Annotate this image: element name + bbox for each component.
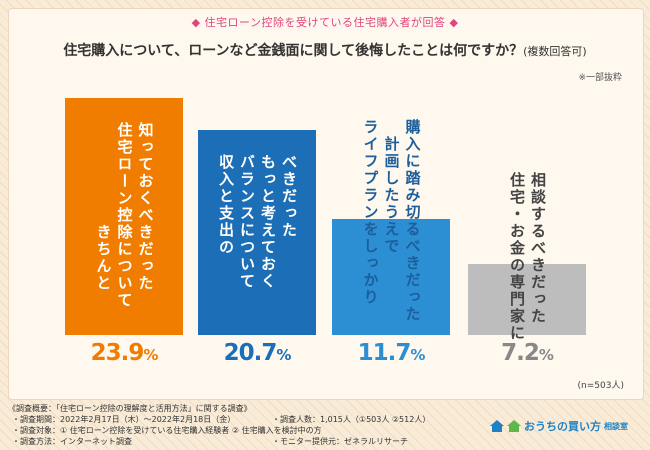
house-icon-green: [507, 420, 521, 432]
respondent-banner: ◆ 住宅ローン控除を受けている住宅購入者が回答 ◆: [191, 16, 459, 29]
question-title: 住宅購入について、ローンなど金銭面に関して後悔したことは何ですか？(複数回答可): [0, 40, 650, 60]
sample-size: (n=503人): [577, 381, 624, 391]
logo-name: おうちの買い方: [524, 420, 601, 433]
house-icon: [490, 420, 504, 432]
question-text: 住宅購入について、ローンなど金銭面に関して後悔したことは何ですか？: [63, 43, 524, 59]
survey-count: ・調査人数：1,015人（①503人 ②512人）: [272, 415, 431, 424]
bar-label-4: 相談するべきだった 住宅・お金の専門家に: [508, 171, 547, 342]
logo-sub: 相談室: [604, 421, 628, 431]
survey-provider: ・モニター提供元：ゼネラルリサーチ: [272, 437, 408, 446]
value-label-1: 23.9%: [90, 340, 159, 366]
brand-logo: おうちの買い方 相談室: [490, 418, 628, 434]
value-label-3: 11.7%: [357, 340, 426, 366]
survey-title: 《調査概要：「住宅ローン控除の理解度と活用方法」に関する調査》: [8, 404, 252, 413]
bar-4: 相談するべきだった 住宅・お金の専門家に: [468, 172, 586, 342]
bar-label-2: べきだった もっと考えておく バランスについて 収入と支出の: [217, 153, 298, 290]
value-label-4: 7.2%: [501, 340, 554, 366]
survey-method: ・調査方法：インターネット調査: [12, 437, 132, 446]
bar-1: 知っておくべきだった 住宅ローン控除について きちんと: [65, 98, 183, 335]
bar-label-1: 知っておくべきだった 住宅ローン控除について きちんと: [94, 122, 155, 309]
excerpt-note: ※一部抜粋: [578, 73, 622, 83]
bar-chart: 知っておくべきだった 住宅ローン控除について きちんと 23.9% べきだった もっ…: [65, 98, 586, 366]
question-note: (複数回答可): [523, 45, 587, 58]
survey-target: ・調査対象：① 住宅ローン控除を受けている住宅購入経験者 ② 住宅購入を検討中の…: [12, 426, 322, 435]
bar-2: べきだった もっと考えておく バランスについて 収入と支出の: [198, 129, 316, 335]
survey-period: ・調査期間：2022年2月17日（木）～2022年2月18日（金）: [12, 415, 236, 424]
survey-footer: 《調査概要：「住宅ローン控除の理解度と活用方法」に関する調査》 ・調査期間：20…: [0, 400, 650, 450]
value-label-2: 20.7%: [223, 340, 292, 366]
bar-label-3: 購入に踏み切るべきだった 計画したうえで ライフプランをしっかり: [361, 118, 422, 323]
bar-3: 購入に踏み切るべきだった 計画したうえで ライフプランをしっかり: [332, 119, 450, 335]
